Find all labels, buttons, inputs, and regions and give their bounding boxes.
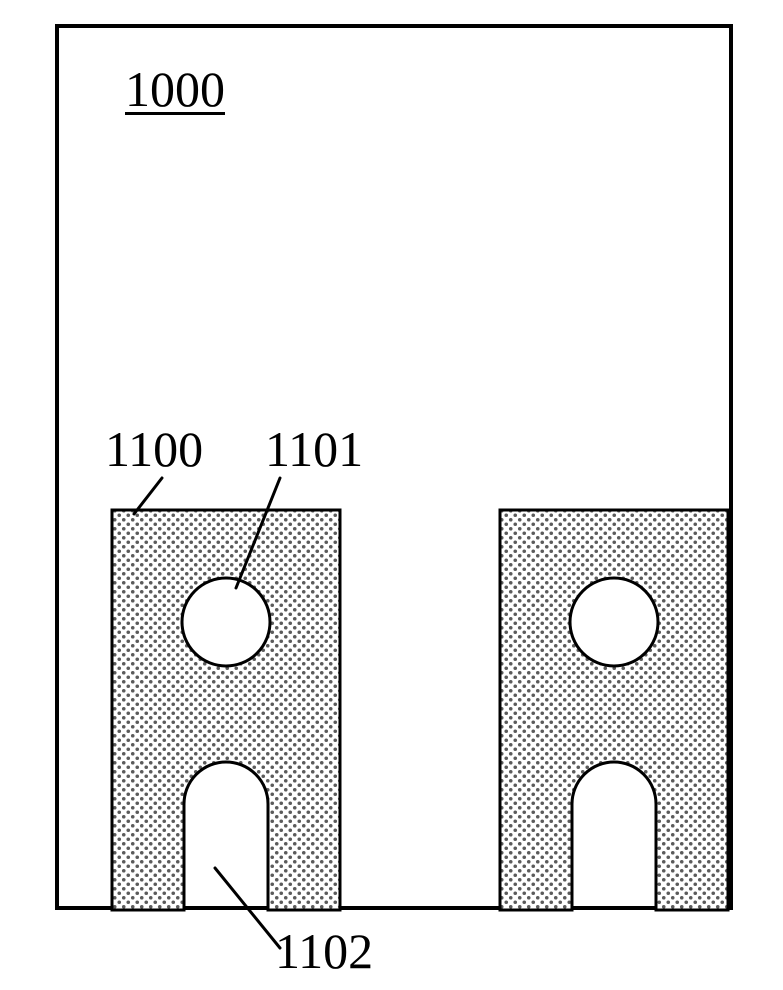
ref-label-1000: 1000 (125, 60, 225, 118)
ref-label-1100: 1100 (105, 420, 203, 478)
ref-label-1101: 1101 (265, 420, 363, 478)
diagram-canvas: 1000 1100 1101 1102 (0, 0, 783, 990)
ref-label-1102: 1102 (275, 922, 373, 980)
